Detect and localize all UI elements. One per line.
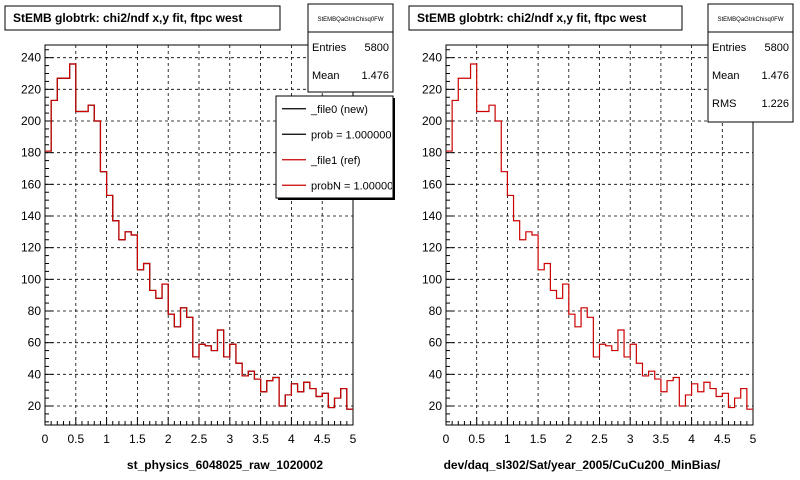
- stats-value: 1.226: [761, 98, 789, 110]
- x-tick-label: 0: [443, 432, 450, 446]
- chart-panel-2: 0 0.5 1 1.5 2 2.5 3 3.5 4 4.5 5 20 40 60 80 100 120 140 16…: [408, 3, 794, 472]
- y-tick-label: 20: [28, 399, 42, 413]
- x-tick-label: 4.5: [714, 432, 731, 446]
- y-tick-label: 140: [422, 209, 442, 223]
- legend-frame: [275, 95, 394, 199]
- y-tick-label: 220: [21, 82, 41, 96]
- x-tick-label: 2: [565, 432, 572, 446]
- y-tick-label: 160: [422, 177, 442, 191]
- y-tick-label: 20: [429, 399, 443, 413]
- y-tick-label: 220: [422, 82, 442, 96]
- y-tick-label: 140: [21, 209, 41, 223]
- y-tick-label: 180: [21, 146, 41, 160]
- x-tick-label: 1.5: [129, 432, 146, 446]
- y-tick-label: 60: [429, 336, 443, 350]
- x-tick-label: 3.5: [653, 432, 670, 446]
- x-tick-label: 3: [627, 432, 634, 446]
- x-tick-label: 0.5: [468, 432, 485, 446]
- stats-label: Mean: [712, 70, 740, 82]
- title-box: [4, 5, 281, 31]
- legend: _file0 (new) prob = 1.000000 _file1 (ref) p…: [275, 95, 399, 200]
- legend-label: probN = 1.000000: [311, 180, 399, 192]
- axis-minor-ticks: [44, 49, 354, 425]
- x-tick-label: 2: [165, 432, 172, 446]
- stats-value: 1.476: [361, 70, 389, 82]
- footer-caption: st_physics_6048025_raw_1020002: [127, 458, 323, 472]
- stats-value: 5800: [365, 42, 389, 54]
- x-tick-label: 1: [103, 432, 110, 446]
- stats-box: StEMBQaGtrkChisq0FW Entries 5800 Mean 1.476: [307, 3, 394, 93]
- stats-label: Entries: [712, 42, 747, 54]
- x-tick-label: 2.5: [191, 432, 208, 446]
- x-tick-label: 1: [504, 432, 511, 446]
- x-tick-label: 3.5: [252, 432, 269, 446]
- legend-label: _file0 (new): [310, 104, 368, 116]
- y-tick-label: 240: [422, 51, 442, 65]
- legend-label: _file1 (ref): [310, 155, 361, 167]
- plot-frame: [445, 44, 754, 426]
- chart-title: StEMB globtrk: chi2/ndf x,y fit, ftpc we…: [13, 11, 242, 25]
- chart-title: StEMB globtrk: chi2/ndf x,y fit, ftpc we…: [417, 11, 646, 25]
- y-tick-label: 200: [422, 114, 442, 128]
- stats-value: 5800: [765, 42, 789, 54]
- stats-box-frame: [307, 3, 394, 93]
- y-tick-label: 100: [21, 272, 41, 286]
- y-tick-label: 60: [28, 336, 42, 350]
- x-tick-label: 0.5: [67, 432, 84, 446]
- stats-label: RMS: [712, 98, 736, 110]
- histogram-series-2: [45, 63, 353, 410]
- axis-minor-ticks: [445, 49, 754, 425]
- x-tick-label: 5: [750, 432, 757, 446]
- footer-caption: dev/daq_sl302/Sat/year_2005/CuCu200_MinB…: [444, 458, 721, 472]
- stats-name: StEMBQaGtrkChisq0FW: [317, 17, 383, 23]
- x-tick-label: 4.5: [314, 432, 331, 446]
- stats-name: StEMBQaGtrkChisq0FW: [717, 17, 783, 23]
- legend-entry: prob = 1.000000: [282, 129, 391, 141]
- y-tick-label: 200: [21, 114, 41, 128]
- y-tick-label: 40: [28, 367, 42, 381]
- x-tick-label: 4: [288, 432, 295, 446]
- histogram-series-1: [446, 63, 753, 410]
- y-tick-label: 160: [21, 177, 41, 191]
- x-tick-label: 1.5: [530, 432, 547, 446]
- x-tick-label: 5: [350, 432, 357, 446]
- y-tick-label: 240: [21, 51, 41, 65]
- y-tick-label: 80: [429, 304, 443, 318]
- x-tick-label: 4: [688, 432, 695, 446]
- stats-label: Entries: [312, 42, 347, 54]
- legend-entry: _file1 (ref): [282, 155, 361, 167]
- y-tick-label: 120: [21, 241, 41, 255]
- x-tick-label: 0: [42, 432, 49, 446]
- y-tick-label: 100: [422, 272, 442, 286]
- stats-box: StEMBQaGtrkChisq0FW Entries 5800 Mean 1.476 R…: [707, 3, 794, 123]
- legend-entry: probN = 1.000000: [282, 180, 399, 192]
- y-tick-label: 120: [422, 241, 442, 255]
- y-tick-label: 40: [429, 367, 443, 381]
- title-box: [408, 5, 683, 31]
- legend-entry: _file0 (new): [282, 104, 368, 116]
- x-tick-label: 2.5: [591, 432, 608, 446]
- x-tick-label: 3: [226, 432, 233, 446]
- legend-label: prob = 1.000000: [311, 129, 391, 141]
- stats-box-frame: [707, 3, 794, 123]
- stats-label: Mean: [312, 70, 340, 82]
- y-tick-label: 180: [422, 146, 442, 160]
- chart-panel-1: 0 0.5 1 1.5 2 2.5 3 3.5 4 4.5 5 20 40 60 80 100 120 140 16…: [4, 3, 399, 472]
- y-tick-label: 80: [28, 304, 42, 318]
- stats-value: 1.476: [761, 70, 789, 82]
